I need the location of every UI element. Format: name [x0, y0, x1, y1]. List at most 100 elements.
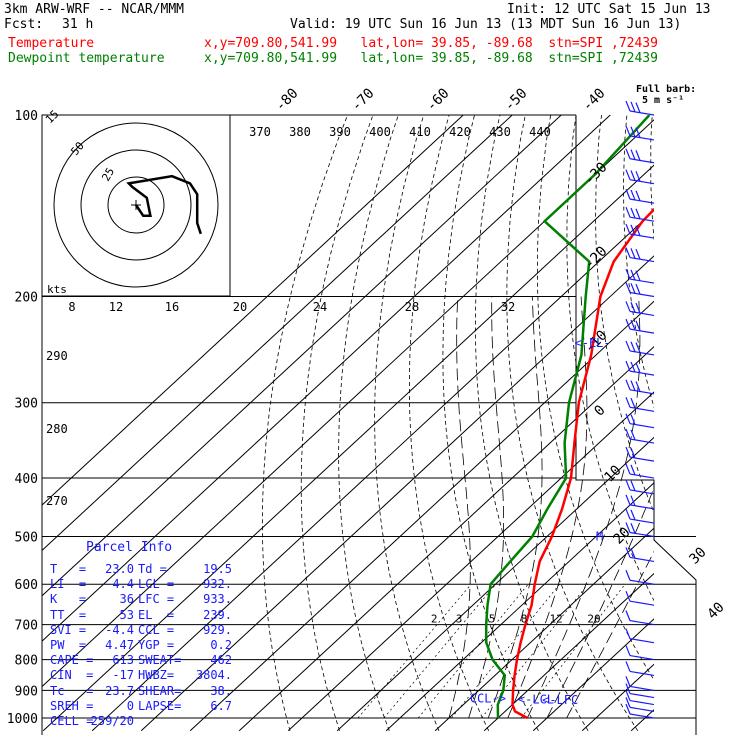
- isotherm-line: [238, 346, 654, 732]
- parcel-info-label: SREH =: [50, 698, 94, 713]
- isotherm-line: [42, 115, 611, 642]
- temperature-profile: [511, 207, 654, 720]
- wind-barb-flag: [625, 446, 631, 458]
- wind-barb-flag: [630, 480, 636, 491]
- isotherm-line: [42, 115, 464, 506]
- parcel-info-label: PW =: [50, 638, 87, 652]
- wind-barb: [629, 291, 655, 298]
- wind-barb: [629, 692, 655, 699]
- wind-barb: [629, 579, 655, 585]
- wind-barb: [629, 620, 655, 626]
- dry-adiabat: [474, 115, 589, 732]
- wind-barb-flag: [635, 381, 641, 392]
- parcel-info-value: -4.4: [105, 622, 134, 637]
- pressure-label: 900: [15, 684, 38, 699]
- wind-barb-flag: [630, 341, 636, 352]
- temperature-legend-info: x,y=709.80,541.99 lat,lon= 39.85, -89.68…: [204, 36, 658, 51]
- wind-barb: [629, 328, 655, 334]
- level-annotation: CCL->: [470, 692, 506, 706]
- parcel-info-label: SWEAT=: [138, 653, 182, 668]
- isotherm-line: [630, 708, 654, 732]
- mixing-ratio-label: 8: [521, 613, 528, 626]
- wind-barb-flag: [630, 361, 636, 373]
- wind-barb-flag: [625, 340, 631, 352]
- isotherm-label: 0: [591, 402, 608, 419]
- parcel-info-label: LCL =: [138, 577, 175, 592]
- theta-label: 410: [409, 125, 431, 139]
- isotherm-label: -40: [579, 85, 608, 114]
- wind-barb-flag: [630, 380, 636, 391]
- wind-barb: [629, 556, 655, 563]
- full-barb-label: Full barb:: [636, 84, 697, 95]
- isotherm-label: -20: [581, 243, 610, 272]
- parcel-info-label: LFC =: [138, 592, 175, 607]
- wind-barb-flag: [625, 188, 631, 200]
- parcel-info-row: Tc = 23.7 SHEAR= 38.: [50, 684, 234, 698]
- pressure-label: 100: [15, 109, 38, 124]
- wind-barb-flag: [630, 283, 636, 294]
- hodograph-speed-label: 12: [109, 300, 123, 314]
- mixing-ratio-line: [451, 584, 560, 719]
- isotherm-line: [42, 115, 562, 597]
- wind-barb-flag: [630, 149, 636, 160]
- wind-barb: [629, 278, 655, 284]
- wind-barb-flag: [625, 547, 631, 558]
- wind-barb-flag: [635, 190, 641, 201]
- hodograph-ring: [107, 176, 165, 234]
- parcel-info-label: SVI =: [50, 622, 87, 637]
- wind-barb: [629, 473, 655, 479]
- wind-barb-flag: [625, 223, 631, 235]
- parcel-info-row: PW = 4.47 YGP = 0.2: [50, 638, 234, 652]
- wind-barb-flag: [625, 282, 631, 293]
- wind-barb-flag: [625, 360, 631, 372]
- theta-label: 280: [46, 422, 68, 436]
- parcel-info-value: 0.2: [210, 638, 232, 652]
- wind-barb: [629, 350, 655, 356]
- level-annotation: <-EL-: [575, 336, 611, 350]
- wind-barb-flag: [630, 248, 636, 259]
- parcel-info-panel: Parcel Info T = 23.0 Td = 19.5 LI = -4.4 LCL =…: [44, 538, 234, 738]
- parcel-info-row: CELL = 259/20: [50, 714, 234, 728]
- isotherm-label: 30: [686, 544, 709, 567]
- parcel-info-row: K = 36 LFC = 933.: [50, 592, 234, 606]
- wind-barb-flag: [630, 189, 636, 201]
- dry-adiabat: [261, 115, 349, 731]
- wind-barb-flag: [625, 125, 631, 137]
- isotherm-line: [42, 115, 513, 552]
- parcel-info-value: 23.7: [105, 683, 134, 698]
- wind-barb: [629, 504, 655, 510]
- isotherm-line: [532, 618, 654, 732]
- wind-barb-flag: [625, 661, 631, 672]
- wind-barb: [629, 685, 655, 692]
- wind-barb-flag: [630, 224, 636, 236]
- wind-barb: [629, 489, 655, 495]
- moist-adiabat: [448, 296, 471, 719]
- wind-barb-flag: [630, 269, 636, 281]
- mixing-ratio-label: 3: [456, 613, 463, 626]
- dry-adiabat: [506, 115, 639, 732]
- wind-barb-flag: [625, 610, 631, 621]
- wind-barb-flag: [630, 101, 636, 113]
- wind-barb: [629, 406, 655, 412]
- parcel-info-label: LI =: [50, 577, 87, 592]
- parcel-info-value: 53: [119, 607, 134, 622]
- isotherm-line: [140, 255, 654, 732]
- parcel-info-label: HWBZ=: [138, 668, 175, 683]
- theta-label: 290: [46, 349, 68, 363]
- wind-barb-flag: [625, 100, 631, 112]
- forecast-hour: 31 h: [62, 17, 94, 32]
- wind-barb: [629, 531, 655, 538]
- theta-label: 420: [449, 125, 471, 139]
- wind-barb: [629, 110, 655, 116]
- parcel-info-value: 613: [112, 653, 134, 668]
- dry-adiabat: [703, 87, 740, 730]
- wind-barb-flag: [635, 302, 641, 314]
- wind-barb-flag: [625, 690, 631, 701]
- wind-barb-flag: [630, 397, 636, 409]
- moist-adiabat: [527, 296, 641, 719]
- wind-barb-flag: [635, 270, 641, 281]
- mixing-ratio-line: [520, 584, 626, 719]
- isotherm-label: -80: [272, 85, 301, 114]
- wind-barb-flag: [625, 247, 631, 258]
- wind-barb-flag: [625, 206, 631, 218]
